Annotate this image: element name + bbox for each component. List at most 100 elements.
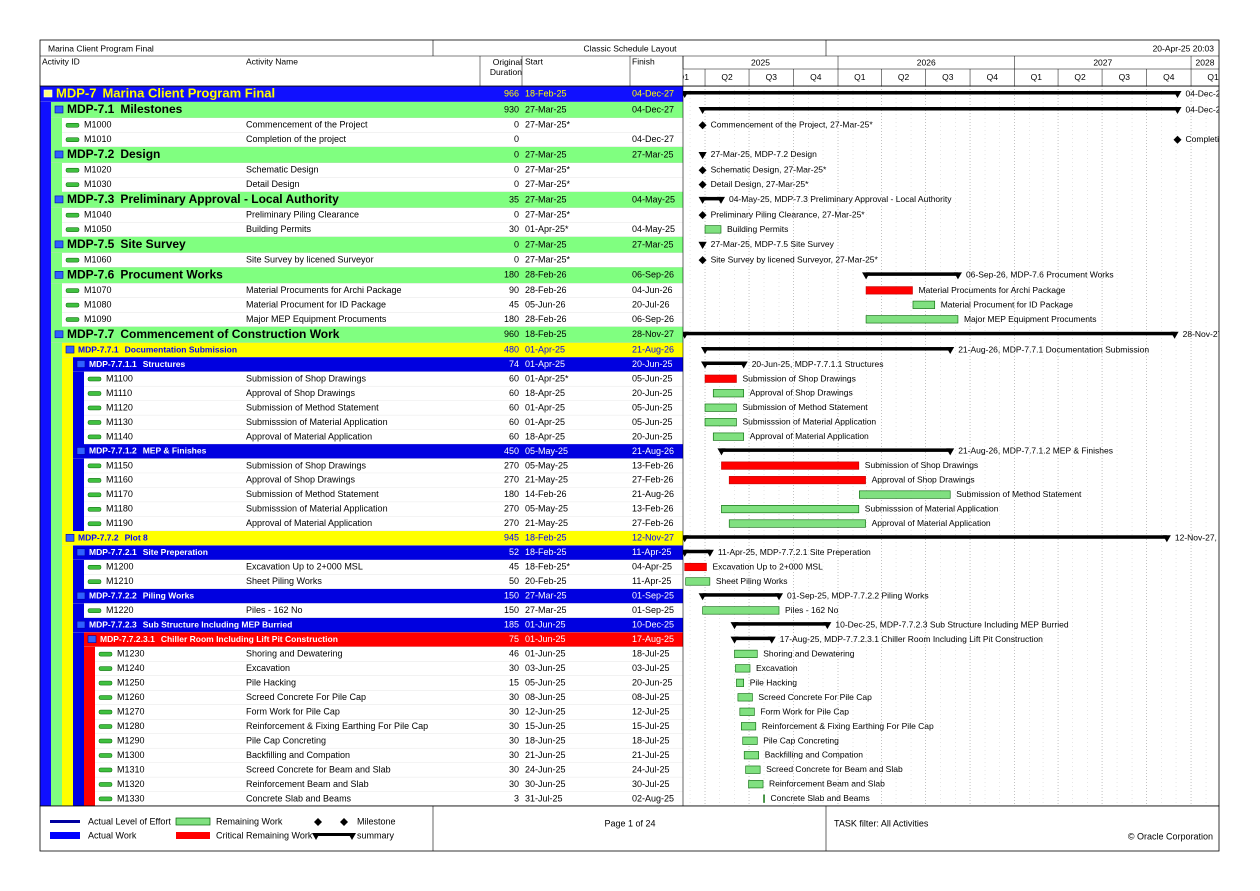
summary-end xyxy=(683,535,689,543)
summary-end xyxy=(739,361,748,369)
activity-row xyxy=(95,719,683,735)
summary-bar xyxy=(702,196,721,201)
finish-date: 27-Feb-26 xyxy=(632,475,674,485)
activity-id: MDP-7.7.2 xyxy=(78,533,119,543)
activity-id: M1270 xyxy=(117,706,145,716)
level-stripe xyxy=(51,177,62,193)
activity-id: M1200 xyxy=(106,562,134,572)
level-stripe xyxy=(51,207,62,223)
summary-end xyxy=(683,549,689,557)
activity-name: Pile Cap Concreting xyxy=(246,735,326,745)
level-stripe xyxy=(51,458,62,474)
finish-date: 21-Aug-26 xyxy=(632,446,674,456)
start-date: 21-Jun-25 xyxy=(525,750,566,760)
level-stripe xyxy=(40,632,51,648)
level-stripe xyxy=(84,733,95,749)
wbs-icon xyxy=(65,533,75,542)
wbs-name: Structures xyxy=(143,359,186,369)
wbs-band xyxy=(73,444,683,459)
quarter-label: Q3 xyxy=(942,72,954,82)
remaining-bar xyxy=(742,736,758,745)
wbs-name: Sub Structure Including MEP Burried xyxy=(143,619,293,629)
start-date: 14-Feb-26 xyxy=(525,489,567,499)
bar-label: Preliminary Piling Clearance, 27-Mar-25* xyxy=(711,209,866,219)
level-stripe xyxy=(62,371,73,387)
activity-id: MDP-7.7.1 xyxy=(78,344,119,354)
level-stripe xyxy=(73,690,84,706)
level-stripe xyxy=(73,719,84,735)
level-stripe xyxy=(73,429,84,445)
bar-label: Shoring and Dewatering xyxy=(763,648,854,658)
level-stripe xyxy=(51,252,62,268)
bar-label: Material Procument for ID Package xyxy=(941,299,1074,309)
column-header[interactable]: Original Duration xyxy=(489,57,522,77)
wbs-icon xyxy=(43,89,53,98)
summary-bar xyxy=(734,636,772,641)
level-stripe xyxy=(51,342,62,358)
duration: 30 xyxy=(509,750,519,760)
column-header[interactable]: Activity ID xyxy=(42,56,80,66)
duration: 150 xyxy=(504,591,519,601)
level-stripe xyxy=(40,429,51,445)
wbs-icon xyxy=(76,620,86,629)
duration: 35 xyxy=(509,194,519,204)
activity-name: Excavation Up to 2+000 MSL xyxy=(246,562,363,572)
level-stripe xyxy=(73,762,84,778)
column-header[interactable]: Finish xyxy=(632,56,655,66)
bar-label: Submisssion of Material Application xyxy=(865,504,999,514)
start-date: 01-Apr-25* xyxy=(525,224,569,234)
duration: 0 xyxy=(514,134,519,144)
level-stripe xyxy=(84,646,95,662)
finish-date: 12-Nov-27 xyxy=(632,533,674,543)
activity-id: MDP-7.7.2.3 xyxy=(89,619,137,629)
wbs-band xyxy=(51,146,683,164)
duration: 30 xyxy=(509,692,519,702)
column-header[interactable]: Activity Name xyxy=(246,56,298,66)
level-stripe xyxy=(51,283,62,299)
activity-name: Screed Concrete for Beam and Slab xyxy=(246,764,391,774)
activity-name: Submission of Shop Drawings xyxy=(246,460,367,470)
activity-id: M1190 xyxy=(106,518,133,528)
activity-name: Screed Concrete For Pile Cap xyxy=(246,692,366,702)
activity-icon xyxy=(98,767,113,773)
report-date: 20-Apr-25 20:03 xyxy=(1153,43,1215,53)
wbs-band xyxy=(84,632,683,648)
start-date: 18-Feb-25 xyxy=(525,88,567,98)
level-stripe xyxy=(73,386,84,402)
duration: 60 xyxy=(509,388,519,398)
level-stripe xyxy=(40,531,51,547)
remaining-bar xyxy=(858,490,951,499)
bar-label: 06-Sep-26, MDP-7.6 Procument Works xyxy=(966,270,1114,280)
level-stripe xyxy=(40,603,51,619)
wbs-name: Documentation Submission xyxy=(125,344,237,354)
activity-row xyxy=(84,502,683,517)
wbs-band xyxy=(51,326,683,344)
activity-name: Detail Design xyxy=(246,179,300,189)
project-title: Marina Client Program Final xyxy=(48,43,154,53)
finish-date: 27-Feb-26 xyxy=(632,518,674,528)
activity-id: M1290 xyxy=(117,735,145,745)
column-header[interactable]: Start xyxy=(525,56,544,66)
activity-icon xyxy=(65,227,80,232)
activity-name: Approval of Material Application xyxy=(246,431,372,441)
activity-icon xyxy=(65,302,80,308)
activity-row xyxy=(84,516,683,532)
activity-row xyxy=(95,791,683,807)
bar-label: Concrete Slab and Beams xyxy=(771,793,870,803)
level-stripe xyxy=(40,267,51,284)
duration: 0 xyxy=(514,149,519,159)
activity-id: MDP-7.3 xyxy=(67,192,115,206)
duration: 75 xyxy=(509,634,519,644)
level-stripe xyxy=(62,762,73,778)
wbs-name: Marina Client Program Final xyxy=(102,85,275,100)
wbs-icon xyxy=(76,447,86,455)
level-stripe xyxy=(84,675,95,691)
quarter-label: Q1 xyxy=(1207,72,1219,82)
activity-id: M1240 xyxy=(117,663,145,673)
bar-label: Pile Cap Concreting xyxy=(763,735,839,745)
activity-row xyxy=(62,283,683,299)
legend-swatch xyxy=(176,832,210,839)
duration: 45 xyxy=(509,299,519,309)
activity-name: Concrete Slab and Beams xyxy=(246,793,352,803)
milestone xyxy=(698,180,707,189)
